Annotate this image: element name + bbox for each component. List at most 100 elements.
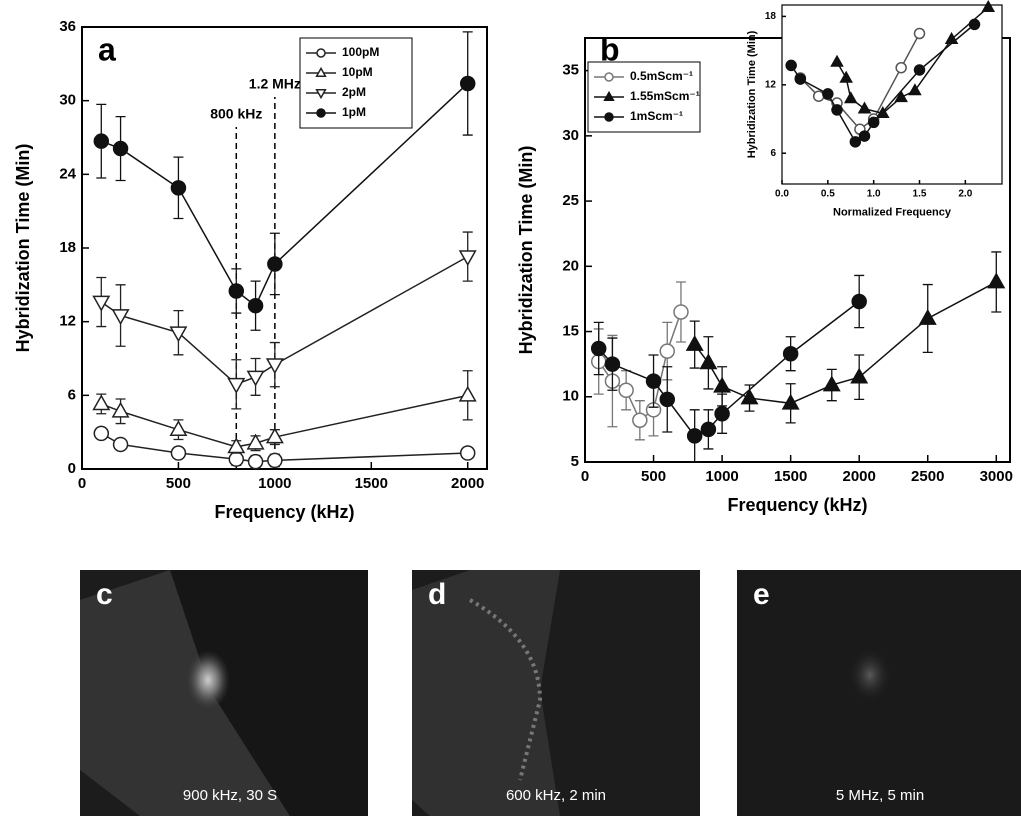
marker bbox=[112, 140, 129, 157]
y-tick-label: 20 bbox=[562, 257, 579, 274]
marker bbox=[843, 91, 858, 104]
marker bbox=[645, 373, 662, 389]
y-tick-label: 35 bbox=[562, 62, 579, 79]
marker bbox=[830, 54, 844, 67]
x-tick-label: 500 bbox=[166, 475, 191, 492]
legend-label: 1mScm⁻¹ bbox=[630, 109, 683, 123]
x-tick-label: 1500 bbox=[774, 468, 807, 485]
image-e: e 5 MHz, 5 min bbox=[737, 570, 1021, 816]
marker bbox=[987, 272, 1006, 289]
marker bbox=[849, 136, 862, 148]
marker bbox=[913, 64, 926, 76]
marker bbox=[781, 393, 800, 410]
marker bbox=[459, 445, 476, 461]
legend-label: 1.55mScm⁻¹ bbox=[630, 89, 700, 103]
x-tick-label: 1000 bbox=[705, 468, 738, 485]
marker bbox=[170, 180, 187, 196]
caption: 900 kHz, 30 S bbox=[183, 787, 277, 804]
marker bbox=[794, 73, 807, 85]
marker bbox=[169, 420, 188, 437]
y-tick-label: 36 bbox=[59, 18, 76, 35]
marker bbox=[227, 437, 246, 454]
marker bbox=[92, 394, 111, 411]
marker bbox=[267, 256, 283, 272]
marker bbox=[894, 90, 908, 103]
marker bbox=[603, 90, 615, 101]
y-axis-label: Hybridization Time (Min) bbox=[13, 144, 33, 353]
y-tick-label: 30 bbox=[59, 92, 76, 109]
marker bbox=[267, 452, 283, 469]
reference-label: 1.2 MHz bbox=[249, 76, 301, 92]
marker bbox=[867, 116, 880, 129]
y-tick-label: 6 bbox=[68, 386, 76, 403]
marker bbox=[740, 388, 759, 405]
y-axis-label: Hybridization Time (Min) bbox=[516, 146, 536, 355]
legend-label: 1pM bbox=[342, 105, 366, 119]
marker bbox=[850, 367, 869, 384]
marker bbox=[685, 335, 704, 351]
marker bbox=[831, 104, 843, 116]
marker bbox=[822, 375, 841, 392]
x-tick-label: 2.0 bbox=[958, 189, 972, 200]
marker bbox=[316, 108, 326, 118]
legend-label: 100pM bbox=[342, 45, 379, 59]
marker bbox=[228, 451, 245, 467]
marker bbox=[851, 293, 867, 310]
x-axis-label: Frequency (kHz) bbox=[214, 502, 354, 522]
marker bbox=[895, 61, 907, 74]
marker bbox=[590, 340, 607, 357]
x-axis-label: Frequency (kHz) bbox=[727, 495, 867, 515]
marker bbox=[822, 88, 834, 100]
legend-label: 2pM bbox=[342, 85, 366, 99]
caption: 600 kHz, 2 min bbox=[506, 787, 606, 804]
marker bbox=[247, 453, 264, 470]
marker bbox=[170, 445, 187, 461]
marker bbox=[604, 356, 621, 372]
marker bbox=[111, 401, 130, 418]
x-tick-label: 500 bbox=[641, 468, 666, 485]
y-tick-label: 15 bbox=[562, 323, 579, 340]
x-tick-label: 2000 bbox=[843, 468, 876, 485]
x-tick-label: 1.0 bbox=[867, 189, 881, 200]
marker bbox=[604, 112, 614, 122]
marker bbox=[604, 72, 614, 82]
marker bbox=[618, 382, 634, 398]
x-tick-label: 1500 bbox=[355, 475, 388, 492]
x-tick-label: 0 bbox=[78, 475, 86, 492]
reference-label: 800 kHz bbox=[210, 106, 262, 122]
marker bbox=[686, 428, 703, 444]
panel-label: b bbox=[600, 31, 620, 67]
y-tick-label: 30 bbox=[562, 127, 579, 144]
y-tick-label: 18 bbox=[765, 11, 777, 22]
marker bbox=[812, 90, 825, 102]
y-tick-label: 10 bbox=[562, 388, 579, 405]
y-tick-label: 12 bbox=[765, 79, 777, 90]
panel-label: d bbox=[428, 578, 446, 611]
marker bbox=[458, 250, 477, 267]
marker bbox=[315, 66, 327, 77]
marker bbox=[265, 358, 284, 375]
marker bbox=[659, 391, 676, 408]
image-c: c 900 kHz, 30 S bbox=[80, 570, 368, 816]
marker bbox=[908, 83, 922, 96]
x-tick-label: 1.5 bbox=[913, 189, 927, 200]
marker bbox=[700, 421, 717, 438]
marker bbox=[714, 405, 730, 422]
marker bbox=[632, 412, 648, 429]
marker bbox=[459, 75, 476, 92]
marker bbox=[782, 345, 799, 362]
marker bbox=[713, 376, 732, 393]
panel-label: a bbox=[98, 31, 116, 67]
marker bbox=[673, 304, 689, 320]
marker bbox=[785, 59, 797, 72]
y-tick-label: 24 bbox=[59, 165, 76, 182]
panel-label: e bbox=[753, 578, 770, 611]
x-tick-label: 0.0 bbox=[775, 189, 789, 200]
y-tick-label: 18 bbox=[59, 239, 76, 256]
x-tick-label: 2000 bbox=[451, 475, 484, 492]
marker bbox=[111, 309, 130, 326]
y-tick-label: 0 bbox=[68, 460, 76, 477]
x-tick-label: 3000 bbox=[980, 468, 1013, 485]
marker bbox=[458, 385, 477, 402]
marker bbox=[112, 436, 129, 453]
